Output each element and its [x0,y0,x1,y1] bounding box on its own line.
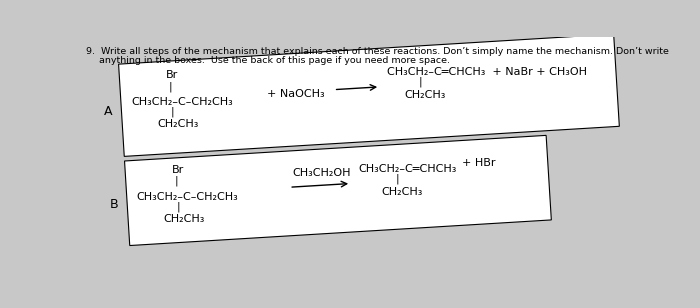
Text: A: A [104,105,112,118]
Text: 9.  Write all steps of the mechanism that explains each of these reactions. Don’: 9. Write all steps of the mechanism that… [87,47,669,56]
Text: B: B [109,198,118,211]
Text: Br: Br [172,165,184,175]
Text: CH₂CH₃: CH₂CH₃ [163,214,204,224]
Text: |: | [395,173,400,184]
Text: CH₂CH₃: CH₂CH₃ [158,119,199,129]
Text: |: | [176,201,180,212]
Text: + HBr: + HBr [463,158,496,168]
Text: + NaOCH₃: + NaOCH₃ [260,89,325,99]
Text: CH₃CH₂–C–CH₂CH₃: CH₃CH₂–C–CH₂CH₃ [136,192,239,201]
Text: |: | [169,81,172,92]
Text: CH₃CH₂–C═CHCH₃  + NaBr + CH₃OH: CH₃CH₂–C═CHCH₃ + NaBr + CH₃OH [387,67,587,77]
Text: CH₃CH₂–C═CHCH₃: CH₃CH₂–C═CHCH₃ [358,164,456,174]
Text: anything in the boxes.  Use the back of this page if you need more space.: anything in the boxes. Use the back of t… [87,56,450,65]
Text: |: | [175,176,178,186]
Text: |: | [419,76,422,87]
Text: CH₂CH₃: CH₂CH₃ [381,187,423,197]
FancyBboxPatch shape [118,34,620,156]
Text: CH₃CH₂OH: CH₃CH₂OH [292,168,351,178]
Text: Br: Br [166,70,178,80]
Text: |: | [170,107,174,117]
Text: CH₂CH₃: CH₂CH₃ [404,91,445,100]
FancyBboxPatch shape [125,136,552,245]
Text: CH₃CH₂–C–CH₂CH₃: CH₃CH₂–C–CH₂CH₃ [131,97,232,107]
